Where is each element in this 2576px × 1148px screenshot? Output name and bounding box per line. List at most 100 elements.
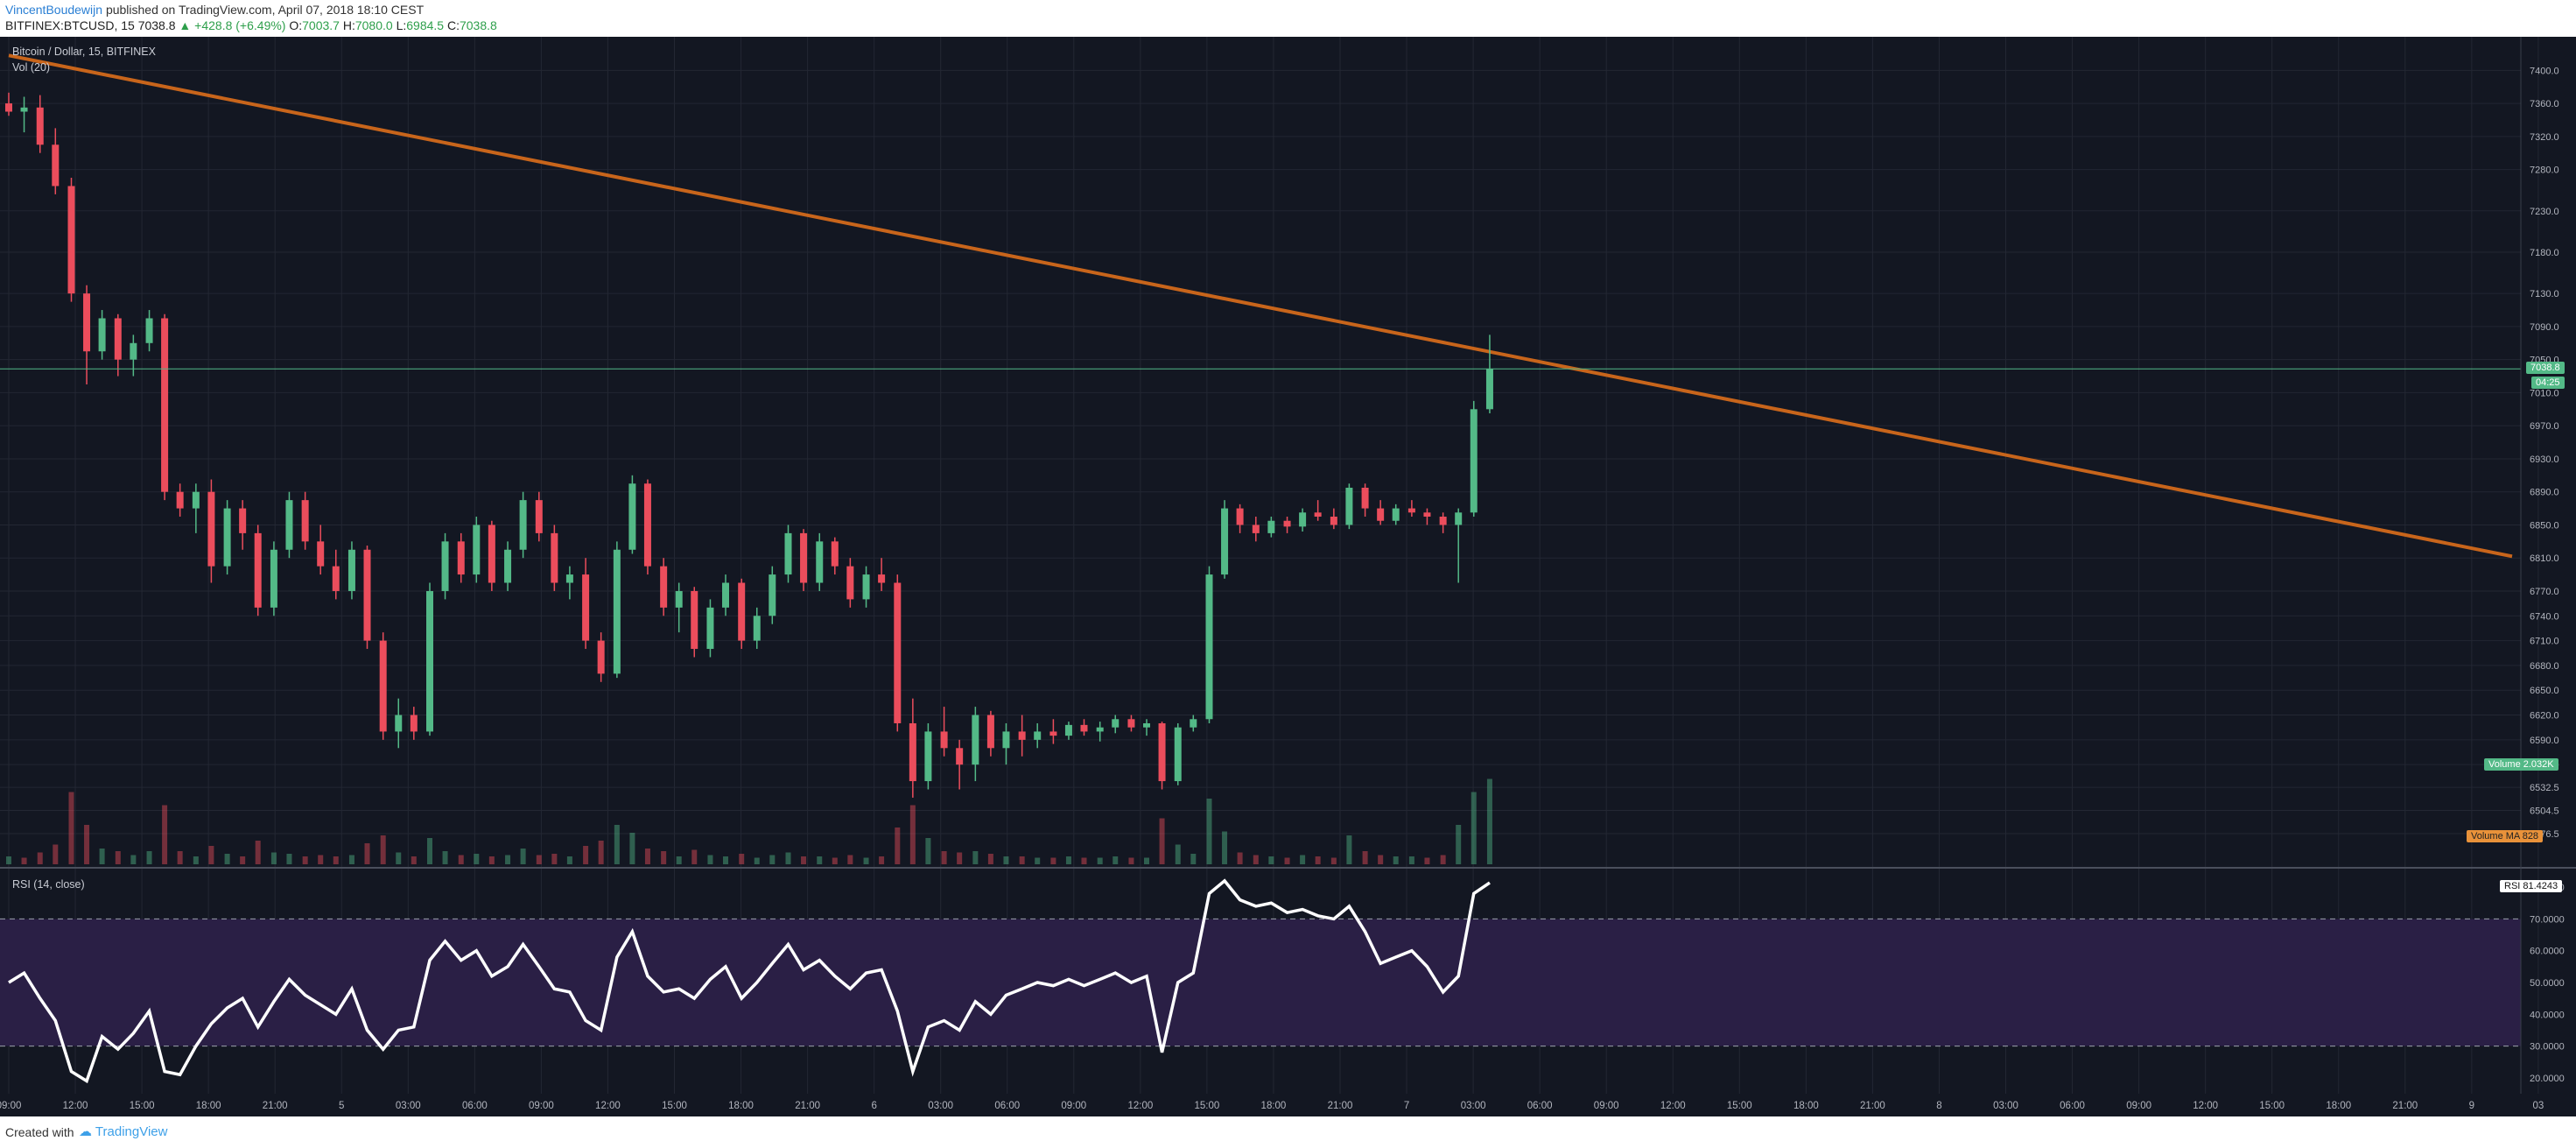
volume-bar: [396, 852, 402, 864]
volume-bar: [380, 835, 386, 864]
volume-bar: [474, 854, 480, 864]
pair-legend: Bitcoin / Dollar, 15, BITFINEX: [12, 46, 156, 58]
rsi-tick-label: 50.0000: [2530, 978, 2565, 989]
price-tick-label: 6590.0: [2530, 736, 2559, 746]
candle-body: [1190, 719, 1197, 728]
candle-body: [628, 483, 636, 550]
candle-body: [565, 574, 573, 583]
volume-bar: [1206, 799, 1212, 864]
volume-bar: [1159, 818, 1165, 864]
candle-body: [1080, 724, 1088, 732]
candle-body: [363, 549, 371, 641]
volume-bar: [1456, 825, 1462, 864]
candle-body: [722, 582, 729, 608]
volume-bar: [847, 855, 853, 864]
candle-body: [1345, 487, 1353, 525]
candle-body: [894, 582, 902, 723]
volume-bar: [115, 851, 121, 864]
candle-body: [410, 715, 418, 732]
candle-body: [846, 566, 854, 600]
rsi-tick-label: 70.0000: [2530, 914, 2565, 925]
rsi-legend: RSI (14, close): [12, 878, 85, 891]
time-tick-label: 21:00: [1860, 1101, 1885, 1111]
time-tick-label: 15:00: [2259, 1101, 2285, 1111]
chart-area[interactable]: 7400.0 7360.0 7320.0 7280.0 7230.0 7180.0 7130…: [0, 37, 2576, 1116]
candle-body: [878, 574, 886, 583]
volume-bar: [1300, 855, 1306, 864]
candle-body: [1423, 512, 1431, 518]
tradingview-logo-link[interactable]: ☁ TradingView: [79, 1123, 167, 1139]
price-tick-label: 6710.0: [2530, 637, 2559, 647]
chart-canvas[interactable]: 7400.0 7360.0 7320.0 7280.0 7230.0 7180.0 7130…: [0, 37, 2576, 1116]
candle-body: [67, 186, 75, 294]
volume-bar: [442, 851, 448, 864]
volume-bar: [629, 833, 635, 864]
volume-bar: [817, 856, 823, 864]
candle-body: [1407, 508, 1415, 513]
time-tick-label: 15:00: [662, 1101, 687, 1111]
candle-body: [519, 500, 527, 550]
volume-bar: [1050, 857, 1056, 864]
time-tick-label: 09:00: [0, 1101, 21, 1111]
volume-bar: [333, 856, 339, 864]
time-tick-label: 9: [2469, 1101, 2474, 1111]
volume-bar: [723, 856, 728, 864]
candle-body: [551, 532, 558, 583]
candle-body: [379, 640, 387, 732]
price-axis: 7400.0 7360.0 7320.0 7280.0 7230.0 7180.0 7130…: [2530, 66, 2559, 840]
volume-bar: [193, 856, 199, 864]
volume-bar: [1097, 857, 1103, 864]
candle-body: [1127, 719, 1135, 728]
volume-bar: [972, 851, 979, 864]
volume-bar: [1440, 855, 1446, 864]
time-tick-label: 18:00: [728, 1101, 754, 1111]
price-tick-label: 6850.0: [2530, 520, 2559, 531]
candle-body: [706, 607, 714, 650]
volume-bar: [240, 856, 246, 864]
candle-body: [535, 500, 543, 533]
candle-body: [862, 574, 870, 600]
candle-body: [504, 549, 512, 583]
volume-bar: [1346, 835, 1352, 864]
price-tick-label: 6970.0: [2530, 421, 2559, 432]
volume-bar: [53, 844, 59, 864]
low-label: L:: [396, 18, 407, 32]
candle-body: [1470, 409, 1478, 513]
rsi-tick-label: 30.0000: [2530, 1042, 2565, 1053]
volume-bar: [707, 855, 713, 864]
volume-bar: [1362, 851, 1368, 864]
author-link[interactable]: VincentBoudewijn: [5, 3, 103, 17]
time-tick-label: 06:00: [2060, 1101, 2085, 1111]
price-tick-label: 7230.0: [2530, 207, 2559, 217]
high-value: 7080.0: [354, 18, 393, 32]
volume-bar: [1222, 831, 1228, 864]
price-tick-label: 6650.0: [2530, 686, 2559, 696]
up-arrow-icon: ▲: [179, 18, 192, 32]
time-tick-label: 03: [2533, 1101, 2544, 1111]
volume-bar: [1378, 855, 1384, 864]
candle-body: [1205, 574, 1213, 720]
volume-bar: [1190, 854, 1197, 864]
candle-body: [1002, 731, 1010, 749]
volume-bar: [427, 838, 432, 864]
high-label: H:: [342, 18, 355, 32]
volume-bar: [1003, 856, 1009, 864]
open-value: 7003.7: [302, 18, 340, 32]
time-tick-label: 12:00: [63, 1101, 88, 1111]
price-tick-label: 6740.0: [2530, 611, 2559, 622]
volume-bar: [146, 851, 152, 864]
volume-bar: [505, 855, 511, 864]
candle-body: [395, 715, 403, 732]
volume-bar: [941, 851, 947, 864]
volume-bar: [644, 849, 650, 864]
candle-body: [1112, 719, 1120, 728]
volume-bar: [255, 841, 261, 864]
candles: [5, 92, 1493, 798]
candle-body: [956, 748, 964, 765]
volume-bar: [661, 851, 667, 864]
volume-bar: [162, 805, 168, 864]
candle-body: [1221, 508, 1229, 575]
candle-body: [691, 590, 698, 650]
candle-body: [145, 318, 153, 343]
volume-bar: [99, 849, 105, 864]
